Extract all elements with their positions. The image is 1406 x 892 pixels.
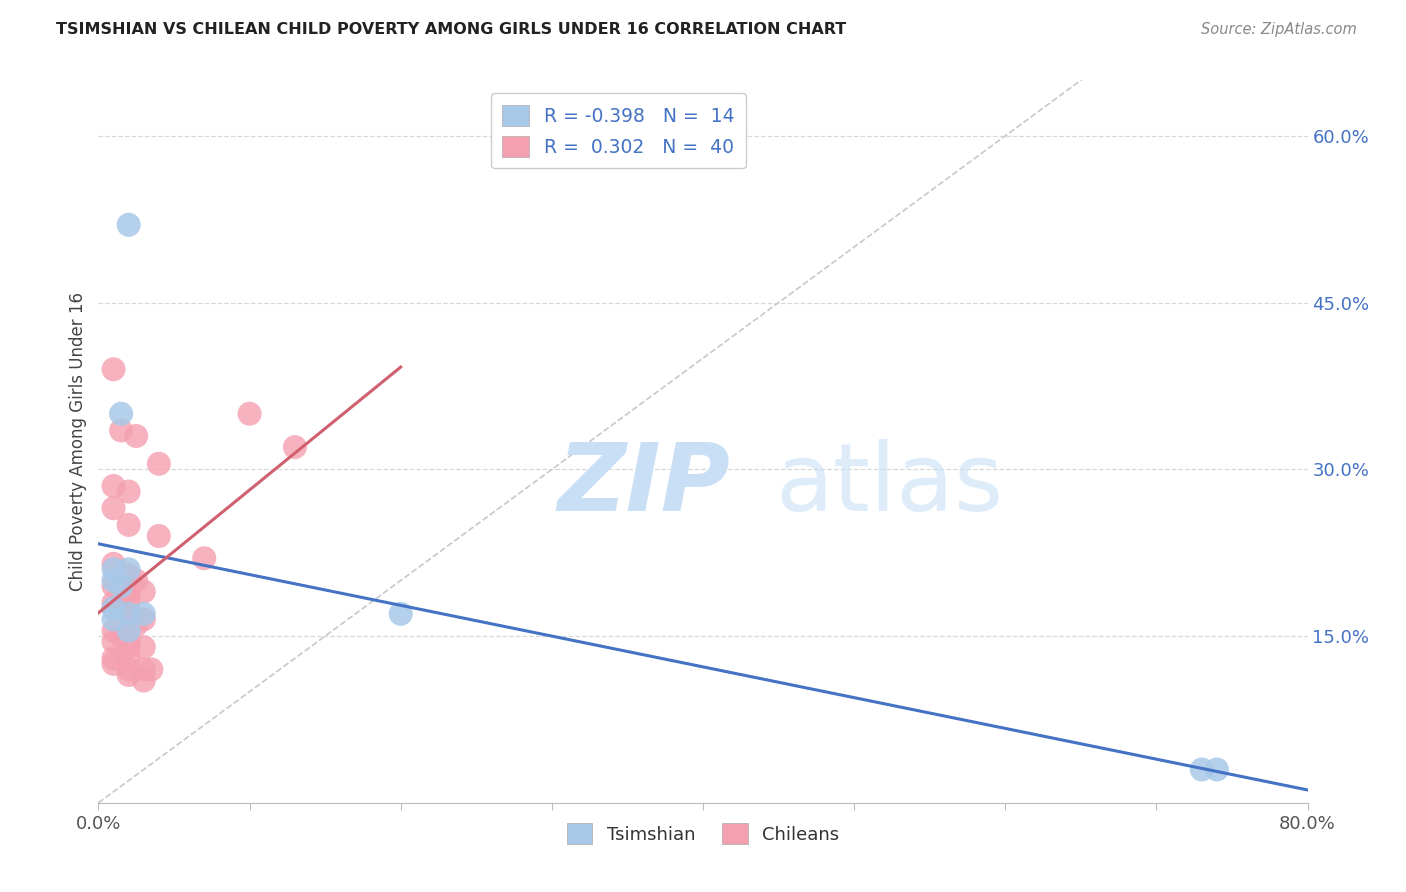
Point xyxy=(118,517,141,532)
Point xyxy=(132,640,155,655)
Point xyxy=(1191,763,1213,777)
Point xyxy=(284,440,307,454)
Point xyxy=(103,651,125,665)
Point xyxy=(132,662,155,676)
Point xyxy=(118,662,141,676)
Point xyxy=(103,634,125,648)
Y-axis label: Child Poverty Among Girls Under 16: Child Poverty Among Girls Under 16 xyxy=(69,292,87,591)
Point xyxy=(103,596,125,610)
Point xyxy=(118,640,141,655)
Point xyxy=(389,607,412,621)
Point xyxy=(103,612,125,626)
Point xyxy=(148,457,170,471)
Point xyxy=(193,551,215,566)
Point xyxy=(110,407,132,421)
Point xyxy=(118,218,141,232)
Point xyxy=(118,584,141,599)
Point xyxy=(118,634,141,648)
Point xyxy=(132,584,155,599)
Point xyxy=(1206,763,1229,777)
Text: Source: ZipAtlas.com: Source: ZipAtlas.com xyxy=(1201,22,1357,37)
Point xyxy=(132,673,155,688)
Point xyxy=(110,579,132,593)
Point xyxy=(103,579,125,593)
Point xyxy=(103,479,125,493)
Point xyxy=(110,629,132,643)
Legend: Tsimshian, Chileans: Tsimshian, Chileans xyxy=(560,816,846,852)
Point xyxy=(103,562,125,576)
Point xyxy=(118,624,141,638)
Point xyxy=(118,484,141,499)
Point xyxy=(125,618,148,632)
Point xyxy=(118,607,141,621)
Point xyxy=(103,624,125,638)
Point xyxy=(118,562,141,576)
Point xyxy=(118,668,141,682)
Point xyxy=(132,612,155,626)
Point xyxy=(141,662,163,676)
Point xyxy=(103,601,125,615)
Point xyxy=(103,501,125,516)
Text: ZIP: ZIP xyxy=(558,439,731,531)
Point xyxy=(239,407,262,421)
Point xyxy=(103,557,125,571)
Point xyxy=(118,607,141,621)
Text: TSIMSHIAN VS CHILEAN CHILD POVERTY AMONG GIRLS UNDER 16 CORRELATION CHART: TSIMSHIAN VS CHILEAN CHILD POVERTY AMONG… xyxy=(56,22,846,37)
Point xyxy=(118,601,141,615)
Point xyxy=(103,657,125,671)
Point xyxy=(103,601,125,615)
Point xyxy=(125,574,148,588)
Point xyxy=(118,612,141,626)
Point xyxy=(148,529,170,543)
Point xyxy=(118,651,141,665)
Point xyxy=(103,362,125,376)
Point xyxy=(118,568,141,582)
Point xyxy=(132,607,155,621)
Point xyxy=(125,429,148,443)
Point xyxy=(110,424,132,438)
Point xyxy=(103,574,125,588)
Point xyxy=(118,590,141,604)
Text: atlas: atlas xyxy=(776,439,1004,531)
